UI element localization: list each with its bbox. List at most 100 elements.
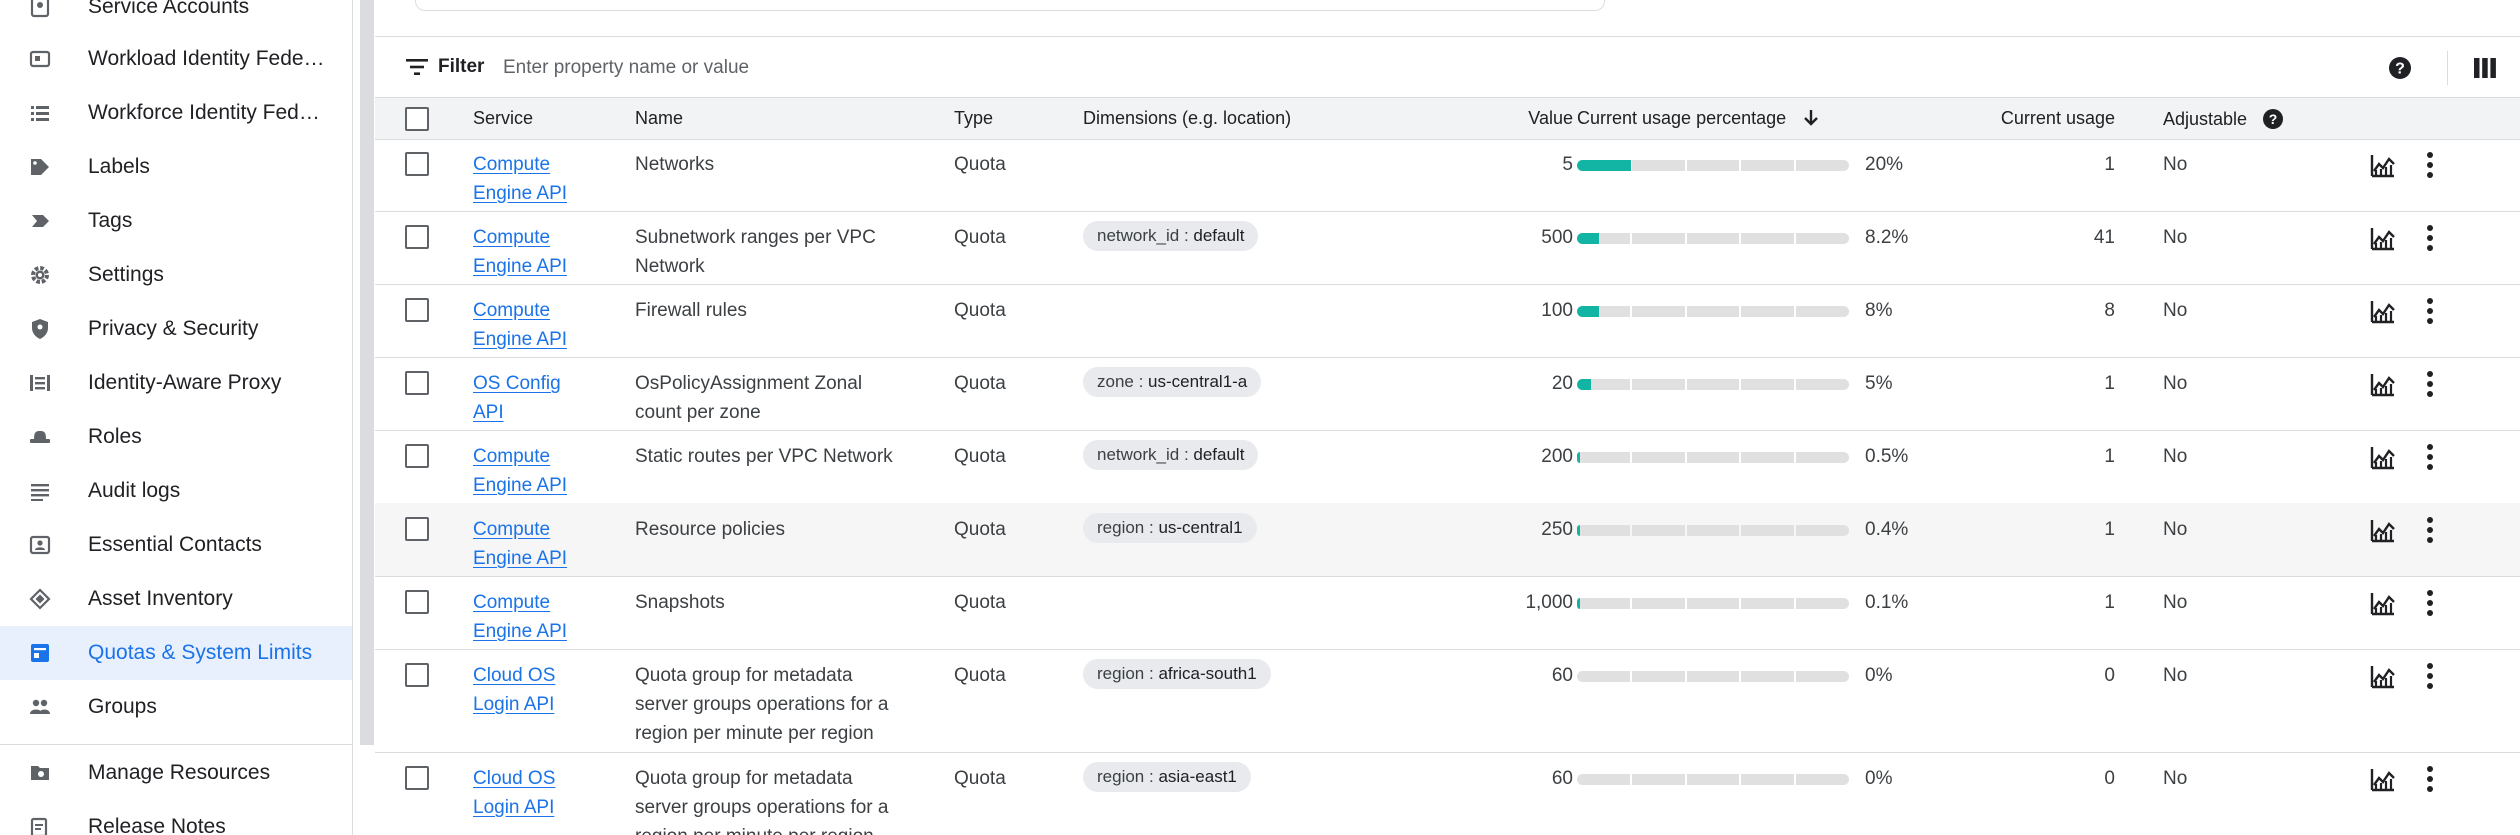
- table-row[interactable]: OS Config API OsPolicyAssignment Zonal coun…: [375, 357, 2520, 431]
- service-cell: Cloud OS Login API: [473, 764, 613, 822]
- help-circle-icon[interactable]: ?: [2387, 55, 2413, 81]
- usage-chart-icon[interactable]: [2370, 590, 2396, 616]
- service-link[interactable]: Engine API: [473, 621, 568, 642]
- row-checkbox[interactable]: [405, 663, 429, 687]
- more-vert-icon[interactable]: [2425, 516, 2435, 544]
- row-checkbox[interactable]: [405, 766, 429, 790]
- header-value[interactable]: Value: [1483, 108, 1573, 129]
- service-link[interactable]: Engine API: [473, 548, 568, 569]
- service-link[interactable]: Engine API: [473, 183, 568, 204]
- header-name[interactable]: Name: [635, 108, 684, 128]
- usage-chart-icon[interactable]: [2370, 444, 2396, 470]
- sidebar-item-settings[interactable]: Settings: [0, 248, 352, 302]
- more-vert-icon[interactable]: [2425, 370, 2435, 398]
- more-vert-icon[interactable]: [2425, 589, 2435, 617]
- dimension-chip[interactable]: region : us-central1: [1083, 513, 1257, 543]
- row-checkbox[interactable]: [405, 371, 429, 395]
- more-vert-icon[interactable]: [2425, 443, 2435, 471]
- service-link[interactable]: Cloud OS: [473, 665, 556, 686]
- column-display-icon[interactable]: [2472, 55, 2498, 81]
- service-link[interactable]: Compute: [473, 519, 551, 540]
- sidebar-item-service-accounts[interactable]: Service Accounts: [0, 0, 352, 34]
- quota-name: Static routes per VPC Network: [635, 446, 893, 467]
- adjustable-cell: No: [2163, 592, 2188, 613]
- service-link[interactable]: Compute: [473, 300, 551, 321]
- service-link[interactable]: Compute: [473, 592, 551, 613]
- usage-chart-icon[interactable]: [2370, 371, 2396, 397]
- main-content: Filter ? Service Name Type Dimensions (e…: [375, 0, 2520, 835]
- sidebar-item-manage-resources[interactable]: Manage Resources: [0, 746, 352, 800]
- sidebar-item-release-notes[interactable]: Release Notes: [0, 800, 352, 835]
- service-link[interactable]: Engine API: [473, 256, 568, 277]
- usage-chart-icon[interactable]: [2370, 152, 2396, 178]
- row-checkbox[interactable]: [405, 590, 429, 614]
- filter-label[interactable]: Filter: [438, 56, 485, 77]
- row-checkbox[interactable]: [405, 517, 429, 541]
- table-row[interactable]: Cloud OS Login API Quota group for metadat…: [375, 752, 2520, 835]
- usage-chart-icon[interactable]: [2370, 663, 2396, 689]
- more-vert-icon[interactable]: [2425, 662, 2435, 690]
- service-link[interactable]: Login API: [473, 694, 555, 715]
- row-checkbox[interactable]: [405, 152, 429, 176]
- usage-chart-icon[interactable]: [2370, 517, 2396, 543]
- service-link[interactable]: Compute: [473, 446, 551, 467]
- sidebar-item-tags[interactable]: Tags: [0, 194, 352, 248]
- table-row[interactable]: Cloud OS Login API Quota group for metadat…: [375, 649, 2520, 753]
- select-all-checkbox[interactable]: [405, 107, 429, 131]
- table-row[interactable]: Compute Engine API Snapshots Quota 1,000 0.1%…: [375, 576, 2520, 650]
- sidebar-item-roles[interactable]: Roles: [0, 410, 352, 464]
- usage-chart-icon[interactable]: [2370, 225, 2396, 251]
- more-vert-icon[interactable]: [2425, 224, 2435, 252]
- header-type[interactable]: Type: [954, 108, 994, 128]
- service-link[interactable]: Engine API: [473, 329, 568, 350]
- sidebar-item-labels[interactable]: Labels: [0, 140, 352, 194]
- dimension-chip[interactable]: zone : us-central1-a: [1083, 367, 1262, 397]
- filter-lines-icon[interactable]: [405, 57, 429, 77]
- header-usage-percentage[interactable]: Current usage percentage: [1577, 108, 1821, 129]
- sidebar-item-identity-aware-proxy[interactable]: Identity-Aware Proxy: [0, 356, 352, 410]
- service-accounts-icon: [28, 0, 52, 19]
- service-link[interactable]: Engine API: [473, 475, 568, 496]
- service-link[interactable]: Login API: [473, 797, 555, 818]
- sidebar-item-quotas-system-limits[interactable]: Quotas & System Limits: [0, 626, 352, 680]
- arrow-down-icon[interactable]: [1801, 108, 1821, 128]
- header-current-usage[interactable]: Current usage: [2000, 108, 2115, 128]
- row-checkbox[interactable]: [405, 444, 429, 468]
- table-row[interactable]: Compute Engine API Static routes per VPC N…: [375, 430, 2520, 504]
- sidebar-item-workforce-identity-fed[interactable]: Workforce Identity Fed…: [0, 86, 352, 140]
- more-vert-icon[interactable]: [2425, 765, 2435, 793]
- table-row[interactable]: Compute Engine API Firewall rules Quota 100 8…: [375, 284, 2520, 358]
- usage-bar-fill: [1577, 452, 1580, 463]
- service-link[interactable]: Compute: [473, 227, 551, 248]
- dimension-chip[interactable]: region : africa-south1: [1083, 659, 1271, 689]
- sidebar-item-audit-logs[interactable]: Audit logs: [0, 464, 352, 518]
- usage-chart-icon[interactable]: [2370, 298, 2396, 324]
- search-box[interactable]: [415, 0, 1605, 11]
- help-circle-icon[interactable]: ?: [2262, 108, 2284, 130]
- table-row[interactable]: Compute Engine API Resource policies Quota r…: [375, 503, 2520, 577]
- table-row[interactable]: Compute Engine API Networks Quota 5 20% 1 No: [375, 138, 2520, 212]
- sidebar-scrollbar[interactable]: [360, 0, 374, 745]
- table-row[interactable]: Compute Engine API Subnetwork ranges per V…: [375, 211, 2520, 285]
- filter-input[interactable]: [501, 51, 1405, 85]
- header-adjustable[interactable]: Adjustable ?: [2163, 108, 2284, 130]
- dimension-chip[interactable]: network_id : default: [1083, 440, 1259, 470]
- sidebar-item-privacy-security[interactable]: Privacy & Security: [0, 302, 352, 356]
- sidebar-item-workload-identity-fede[interactable]: Workload Identity Fede…: [0, 32, 352, 86]
- more-vert-icon[interactable]: [2425, 151, 2435, 179]
- dimension-chip[interactable]: region : asia-east1: [1083, 762, 1251, 792]
- usage-chart-icon[interactable]: [2370, 766, 2396, 792]
- header-dimensions[interactable]: Dimensions (e.g. location): [1083, 108, 1292, 128]
- service-link[interactable]: API: [473, 402, 504, 423]
- dimension-chip[interactable]: network_id : default: [1083, 221, 1259, 251]
- sidebar-item-asset-inventory[interactable]: Asset Inventory: [0, 572, 352, 626]
- header-service[interactable]: Service: [473, 108, 534, 128]
- row-checkbox[interactable]: [405, 225, 429, 249]
- service-link[interactable]: OS Config: [473, 373, 561, 394]
- service-link[interactable]: Compute: [473, 154, 551, 175]
- more-vert-icon[interactable]: [2425, 297, 2435, 325]
- service-link[interactable]: Cloud OS: [473, 768, 556, 789]
- sidebar-item-essential-contacts[interactable]: Essential Contacts: [0, 518, 352, 572]
- row-checkbox[interactable]: [405, 298, 429, 322]
- sidebar-item-groups[interactable]: Groups: [0, 680, 352, 734]
